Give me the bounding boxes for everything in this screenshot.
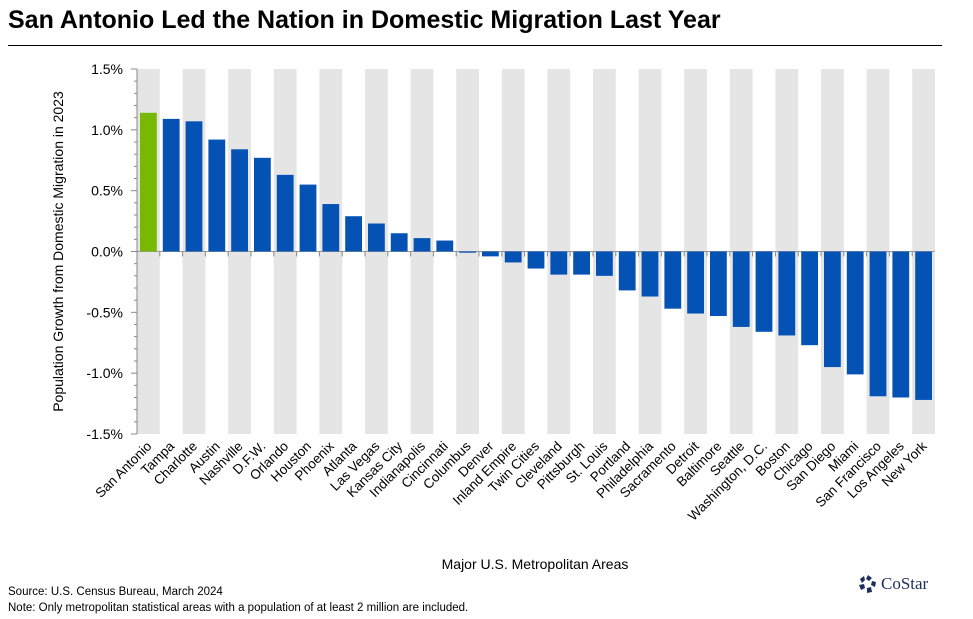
- bar: [687, 251, 704, 314]
- y-tick-label: -1.5%: [86, 426, 123, 442]
- y-tick-label: 0.5%: [91, 183, 123, 199]
- bar: [596, 251, 613, 276]
- bar: [231, 149, 248, 252]
- y-tick-label: -0.5%: [86, 304, 123, 320]
- bar: [778, 251, 796, 336]
- bar-chart: 1.5%1.0%0.5%0.0%-0.5%-1.0%-1.5%San Anton…: [50, 61, 935, 572]
- bar: [413, 238, 431, 252]
- bar: [390, 233, 408, 252]
- y-axis-label: Population Growth from Domestic Migratio…: [50, 91, 66, 412]
- bar: [550, 251, 568, 275]
- bar: [459, 251, 476, 253]
- bar: [482, 251, 499, 257]
- bar: [185, 121, 203, 252]
- bar: [162, 118, 180, 252]
- bar: [618, 251, 636, 291]
- costar-logo: CoStar: [858, 574, 928, 594]
- title-divider: [8, 45, 942, 46]
- bar: [915, 251, 932, 400]
- bar: [436, 240, 454, 252]
- bar: [276, 174, 294, 252]
- bar: [504, 251, 522, 263]
- bar: [254, 157, 271, 252]
- source-note: Source: U.S. Census Bureau, March 2024: [8, 586, 223, 598]
- logo-text: CoStar: [881, 574, 929, 593]
- bar: [664, 251, 682, 309]
- bar: [368, 223, 385, 252]
- bar: [732, 251, 750, 327]
- y-tick-label: 0.0%: [91, 244, 123, 260]
- bar: [140, 112, 157, 252]
- y-tick-label: 1.0%: [91, 122, 123, 138]
- costar-star-icon: [859, 575, 876, 593]
- bar: [710, 251, 727, 316]
- bar: [208, 139, 226, 252]
- bar: [869, 251, 887, 397]
- bar: [892, 251, 910, 398]
- bar: [527, 251, 545, 269]
- bar: [322, 204, 340, 252]
- bar: [345, 216, 362, 252]
- bar: [846, 251, 864, 375]
- bar: [299, 184, 317, 252]
- y-tick-label: 1.5%: [91, 61, 123, 77]
- footnote: Note: Only metropolitan statistical area…: [8, 602, 469, 614]
- bar: [801, 251, 818, 346]
- bar: [755, 251, 773, 332]
- y-tick-label: -1.0%: [86, 365, 123, 381]
- bar: [824, 251, 841, 368]
- bar: [573, 251, 590, 275]
- bar: [641, 251, 659, 297]
- x-axis-label: Major U.S. Metropolitan Areas: [442, 556, 629, 572]
- chart-title: San Antonio Led the Nation in Domestic M…: [8, 6, 721, 34]
